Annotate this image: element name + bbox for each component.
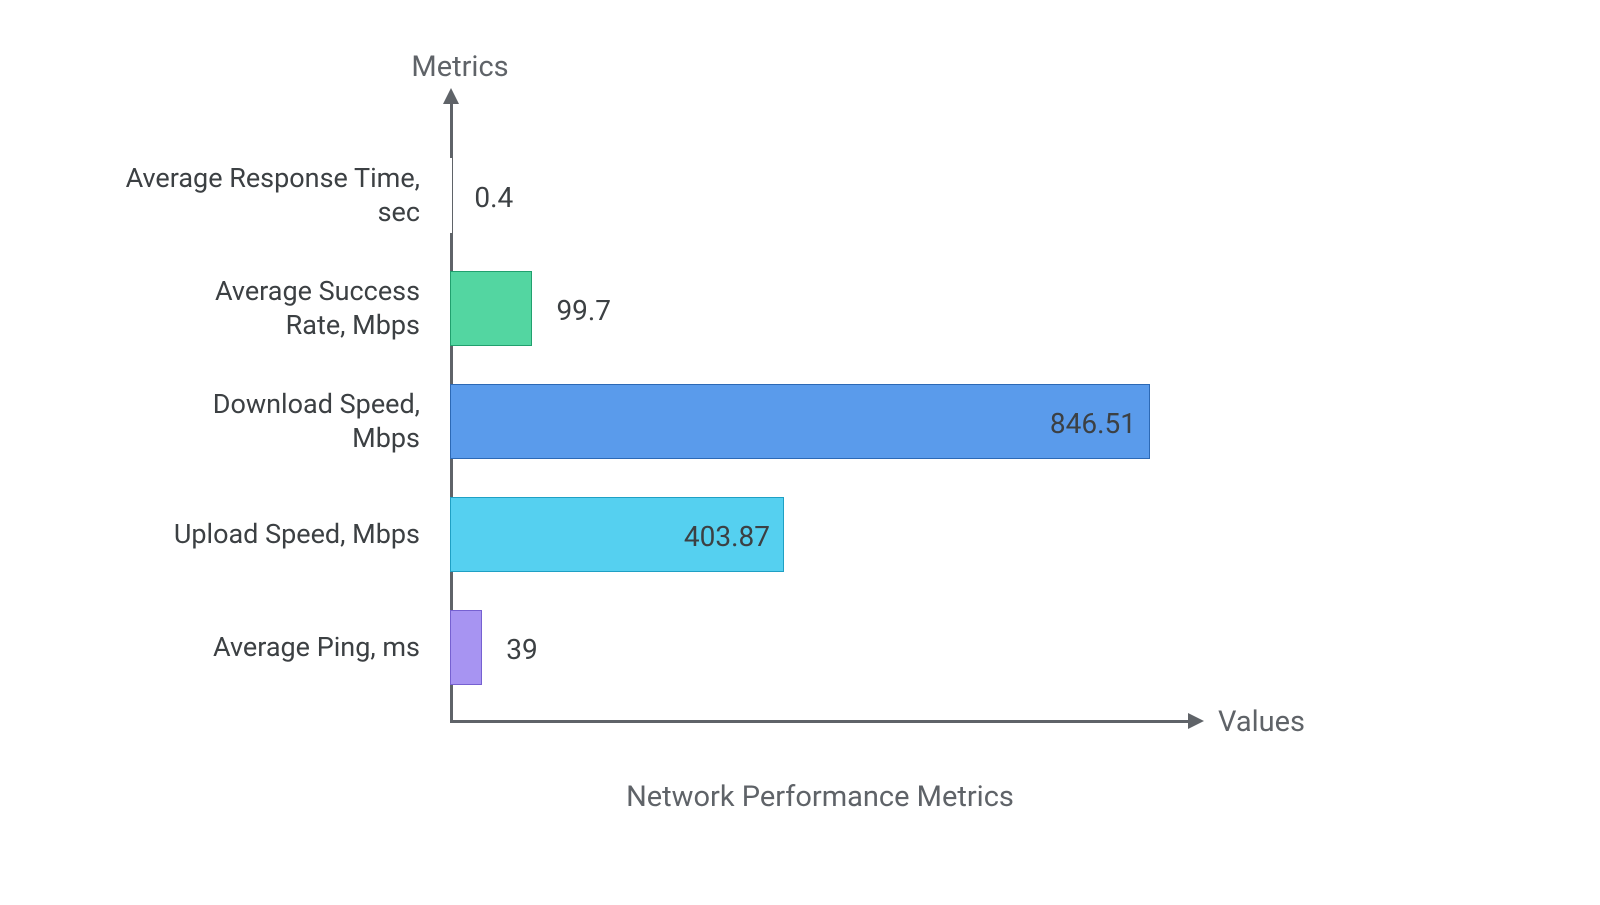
bar-row: Average Response Time, sec0.4 [450,158,1350,233]
bar-label: Average Response Time, sec [80,162,420,230]
bar-row: Download Speed, Mbps846.51 [450,384,1350,459]
bar [450,271,532,346]
bar-row: Average Success Rate, Mbps99.7 [450,271,1350,346]
bar-row: Average Ping, ms39 [450,610,1350,685]
chart-title: Network Performance Metrics [450,780,1190,814]
x-axis-arrow [1188,713,1204,729]
bar-label: Average Ping, ms [80,631,420,665]
bar-value: 39 [506,633,537,666]
bar [450,158,452,233]
x-axis-line [450,720,1190,723]
bar [450,610,482,685]
bar [450,384,1150,459]
y-axis-arrow [443,88,459,104]
bar-value: 846.51 [1050,407,1136,440]
bar-row: Upload Speed, Mbps403.87 [450,497,1350,572]
x-axis-title: Values [1218,705,1305,739]
bar-label: Average Success Rate, Mbps [80,275,420,343]
bar-value: 0.4 [474,181,513,214]
bar-label: Upload Speed, Mbps [80,518,420,552]
chart-container: Metrics Values Network Performance Metri… [90,40,1490,860]
y-axis-title: Metrics [400,50,520,84]
bar-value: 99.7 [556,294,611,327]
bar-value: 403.87 [684,520,770,553]
bar-label: Download Speed, Mbps [80,388,420,456]
